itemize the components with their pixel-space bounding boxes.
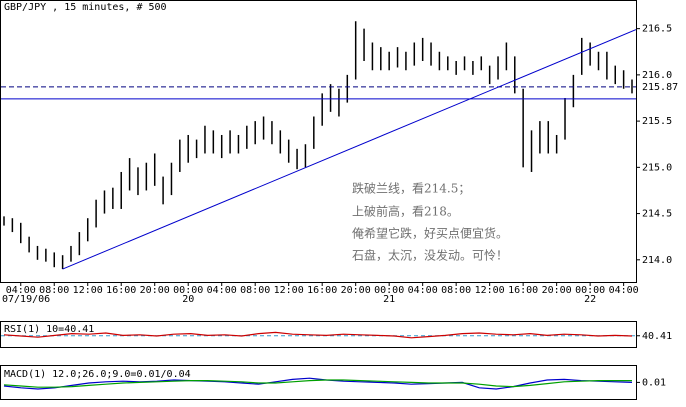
y-tick-label: 0.01	[642, 377, 666, 388]
y-tick-label: 214.0	[642, 255, 672, 266]
y-tick-label: 216.5	[642, 24, 672, 35]
annotation: 石盘，太沉，没发动。可怜！	[352, 248, 508, 263]
y-tick-label: 216.0	[642, 70, 672, 81]
x-tick-label: 12:00	[274, 285, 304, 296]
y-tick-label: 214.5	[642, 209, 672, 220]
x-tick-label: 04:00	[6, 285, 36, 296]
x-tick-label: 00:00	[374, 285, 404, 296]
x-date-label: 20	[182, 294, 194, 305]
x-date-label: 21	[383, 294, 395, 305]
rsi-frame	[0, 321, 637, 348]
y-tick-label: 40.41	[642, 331, 672, 342]
annotation: 上破前高，看218。	[352, 204, 459, 219]
indicator-line	[3, 377, 633, 390]
x-tick-label: 00:00	[575, 285, 605, 296]
y-tick-label: 215.0	[642, 162, 672, 173]
x-tick-label: 20:00	[542, 285, 572, 296]
chart-title: GBP/JPY , 15 minutes, # 500	[4, 2, 167, 13]
bid-label: 215.87	[642, 82, 678, 93]
y-tick-label: 215.5	[642, 116, 672, 127]
x-tick-label: 20:00	[341, 285, 371, 296]
x-tick-label: 04:00	[408, 285, 438, 296]
x-tick-label: 08:00	[39, 285, 69, 296]
x-tick-label: 16:00	[307, 285, 337, 296]
annotation: 俺希望它跌，好买点便宜货。	[352, 226, 508, 241]
x-tick-label: 12:00	[475, 285, 505, 296]
x-date-label: 07/19/06	[2, 294, 50, 305]
x-tick-label: 08:00	[441, 285, 471, 296]
trend-line	[62, 29, 637, 270]
x-tick-label: 00:00	[173, 285, 203, 296]
macd-label: MACD(1) 12.0;26.0;9.0=0.01/0.04	[4, 369, 191, 380]
indicator-line	[3, 331, 633, 339]
main-frame	[0, 0, 637, 283]
rsi-label: RSI(1) 10=40.41	[4, 324, 94, 335]
x-tick-label: 04:00	[207, 285, 237, 296]
annotation: 跌破兰线，看214.5；	[352, 181, 470, 196]
x-date-label: 22	[584, 294, 596, 305]
x-tick-label: 20:00	[140, 285, 170, 296]
x-tick-label: 16:00	[508, 285, 538, 296]
x-tick-label: 16:00	[106, 285, 136, 296]
x-tick-label: 08:00	[240, 285, 270, 296]
x-tick-label: 12:00	[73, 285, 103, 296]
x-tick-label: 04:00	[609, 285, 639, 296]
indicator-line	[3, 379, 632, 388]
